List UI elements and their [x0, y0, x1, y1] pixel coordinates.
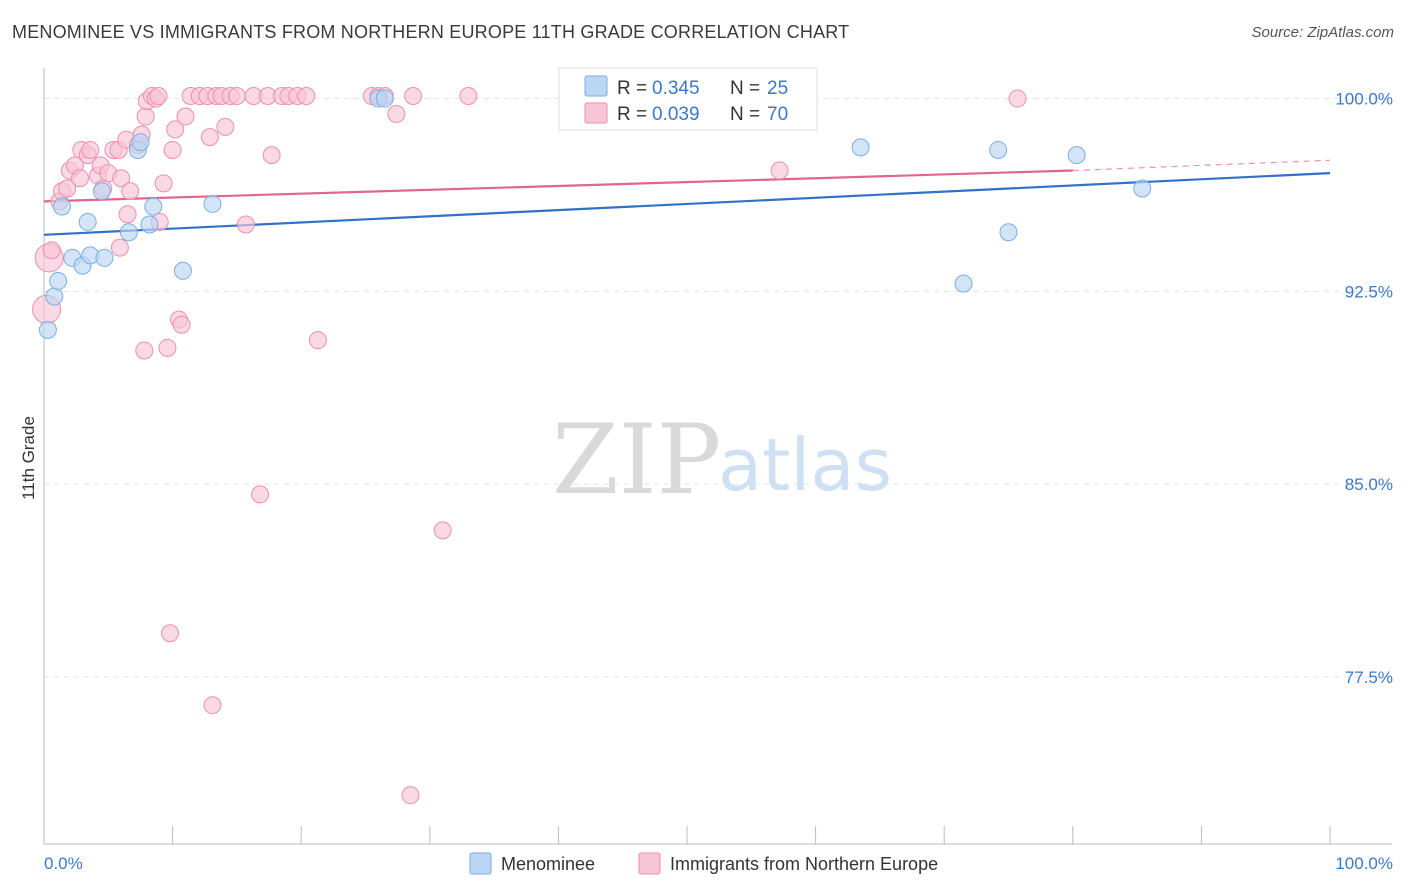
point-immigrants-from-northern-europe — [176, 107, 195, 126]
point-immigrants-from-northern-europe — [1008, 89, 1027, 108]
legend-n-label-2: N = — [730, 104, 760, 125]
point-immigrants-from-northern-europe — [135, 341, 154, 360]
point-menominee — [173, 261, 192, 280]
legend-swatch-menominee — [584, 75, 608, 97]
point-menominee — [1067, 146, 1086, 165]
trend-extension-immigrants-from-northern-europe — [1072, 159, 1331, 172]
point-menominee — [375, 89, 394, 108]
point-immigrants-from-northern-europe — [71, 169, 90, 188]
chart-title: MENOMINEE VS IMMIGRANTS FROM NORTHERN EU… — [12, 22, 850, 42]
point-immigrants-from-northern-europe — [297, 86, 316, 105]
point-immigrants-from-northern-europe — [166, 120, 185, 139]
point-immigrants-from-northern-europe — [216, 117, 235, 136]
point-menominee — [999, 223, 1018, 242]
y-axis-label: 11th Grade — [19, 416, 38, 500]
data-points — [32, 86, 1152, 805]
series-label-menominee: Menominee — [501, 854, 595, 874]
y-tick-label: 100.0% — [1335, 90, 1393, 109]
series-swatch-menominee — [469, 852, 492, 875]
x-tick-label: 100.0% — [1335, 854, 1393, 873]
point-immigrants-from-northern-europe — [308, 331, 327, 350]
point-immigrants-from-northern-europe — [433, 521, 452, 540]
point-immigrants-from-northern-europe — [42, 241, 61, 260]
point-menominee — [131, 133, 150, 152]
y-tick-label: 85.0% — [1345, 475, 1393, 494]
point-immigrants-from-northern-europe — [163, 140, 182, 159]
point-immigrants-from-northern-europe — [262, 146, 281, 165]
series-legend: Menominee Immigrants from Northern Europ… — [469, 852, 938, 875]
point-menominee — [851, 138, 870, 157]
point-immigrants-from-northern-europe — [401, 786, 420, 805]
point-menominee — [144, 197, 163, 216]
series-label-immigrants: Immigrants from Northern Europe — [670, 854, 938, 874]
point-immigrants-from-northern-europe — [154, 174, 173, 193]
point-immigrants-from-northern-europe — [110, 238, 129, 257]
legend-r-label-2: R = — [617, 104, 647, 125]
point-immigrants-from-northern-europe — [112, 169, 131, 188]
point-menominee — [989, 140, 1008, 159]
point-menominee — [954, 274, 973, 293]
legend-r-value-1: 0.345 — [652, 78, 700, 99]
watermark-atlas: atlas — [718, 423, 892, 507]
point-immigrants-from-northern-europe — [387, 104, 406, 123]
legend-r-label-1: R = — [617, 78, 647, 99]
point-immigrants-from-northern-europe — [118, 205, 137, 224]
point-menominee — [49, 272, 68, 291]
point-menominee — [78, 212, 97, 231]
point-immigrants-from-northern-europe — [81, 140, 100, 159]
y-tick-label: 92.5% — [1345, 282, 1393, 301]
point-menominee — [140, 215, 159, 234]
legend-r-value-2: 0.039 — [652, 104, 700, 125]
trend-lines — [43, 159, 1331, 236]
legend-n-value-2: 70 — [767, 104, 788, 125]
legend-n-value-1: 25 — [767, 78, 788, 99]
point-menominee — [38, 320, 57, 339]
point-immigrants-from-northern-europe — [121, 182, 140, 201]
point-immigrants-from-northern-europe — [172, 315, 191, 334]
point-immigrants-from-northern-europe — [161, 624, 180, 643]
source-label: Source: ZipAtlas.com — [1251, 24, 1394, 41]
point-immigrants-from-northern-europe — [149, 86, 168, 105]
y-tick-label: 77.5% — [1345, 668, 1393, 687]
watermark: ZIP atlas — [552, 404, 892, 516]
point-immigrants-from-northern-europe — [459, 86, 478, 105]
legend-swatch-immigrants — [584, 102, 608, 124]
point-immigrants-from-northern-europe — [58, 179, 77, 198]
point-immigrants-from-northern-europe — [404, 86, 423, 105]
grid-lines — [44, 98, 1392, 678]
point-menominee — [203, 194, 222, 213]
trend-line-immigrants-from-northern-europe — [43, 169, 1073, 203]
stats-legend: R = 0.345 N = 25 R = 0.039 N = 70 — [558, 67, 818, 131]
point-menominee — [45, 287, 64, 306]
point-menominee — [53, 197, 72, 216]
x-tick-label: 0.0% — [44, 854, 83, 873]
point-immigrants-from-northern-europe — [236, 215, 255, 234]
x-tick-labels: 0.0% 100.0% — [44, 854, 1393, 873]
point-immigrants-from-northern-europe — [158, 338, 177, 357]
axes — [43, 68, 1392, 845]
point-immigrants-from-northern-europe — [203, 696, 222, 715]
trend-line-menominee — [43, 172, 1331, 236]
legend-n-label-1: N = — [730, 78, 760, 99]
watermark-zip: ZIP — [552, 404, 721, 516]
point-immigrants-from-northern-europe — [200, 128, 219, 147]
point-menominee — [92, 182, 111, 201]
point-menominee — [95, 248, 114, 267]
point-immigrants-from-northern-europe — [251, 485, 270, 504]
point-immigrants-from-northern-europe — [770, 161, 789, 180]
point-menominee — [1133, 179, 1152, 198]
point-immigrants-from-northern-europe — [136, 107, 155, 126]
series-swatch-immigrants — [638, 852, 661, 875]
point-menominee — [119, 223, 138, 242]
point-immigrants-from-northern-europe — [227, 86, 246, 105]
y-tick-labels: 77.5% 85.0% 92.5% 100.0% — [1335, 90, 1393, 687]
